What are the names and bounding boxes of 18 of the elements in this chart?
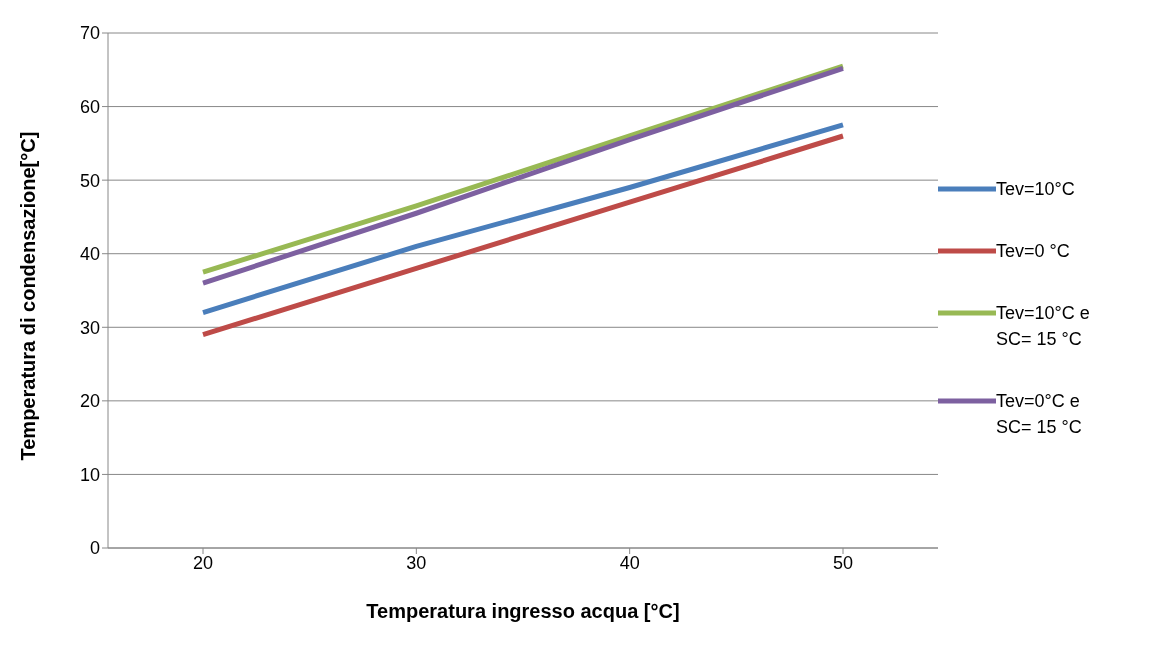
y-tick-label: 20 [79, 391, 100, 412]
x-axis-title: Temperatura ingresso acqua [°C] [366, 600, 680, 622]
x-tick-label: 50 [832, 552, 854, 573]
y-tick-label: 40 [79, 244, 100, 265]
x-tick-label: 30 [406, 552, 427, 573]
legend-label: Tev=10°C [996, 178, 1075, 201]
y-axis-title: Temperatura di condensazione[°C] [17, 131, 40, 461]
y-tick-label: 10 [79, 464, 100, 485]
y-tick-label: 50 [79, 170, 100, 191]
y-tick-label: 60 [79, 96, 100, 117]
legend-label: Tev=0 °C [996, 240, 1070, 263]
legend-label: Tev=10°C e SC= 15 °C [996, 302, 1091, 351]
y-tick-label: 70 [79, 23, 100, 44]
x-tick-label: 40 [619, 552, 640, 573]
x-tick-label: 20 [192, 552, 214, 573]
legend-label: Tev=0°C e SC= 15 °C [996, 390, 1083, 439]
y-tick-label: 0 [89, 538, 100, 559]
y-tick-label: 30 [79, 317, 100, 338]
